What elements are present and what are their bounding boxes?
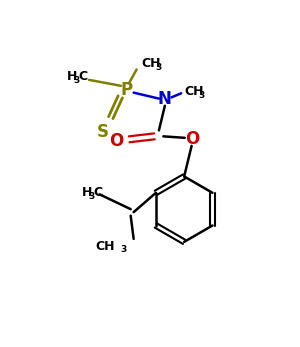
Text: CH: CH (96, 240, 115, 253)
Text: 3: 3 (73, 76, 80, 85)
Text: C: C (93, 186, 102, 199)
Text: N: N (158, 90, 172, 108)
Text: 3: 3 (88, 192, 94, 201)
Text: O: O (109, 132, 123, 150)
Text: S: S (96, 123, 108, 141)
Text: CH: CH (141, 57, 161, 70)
Text: P: P (120, 81, 132, 99)
Text: 3: 3 (121, 245, 127, 254)
Text: C: C (78, 70, 87, 83)
Text: CH: CH (184, 85, 204, 98)
Text: H: H (82, 186, 92, 199)
Text: 3: 3 (198, 91, 205, 100)
Text: H: H (67, 70, 77, 83)
Text: O: O (185, 130, 200, 148)
Text: 3: 3 (155, 62, 162, 71)
